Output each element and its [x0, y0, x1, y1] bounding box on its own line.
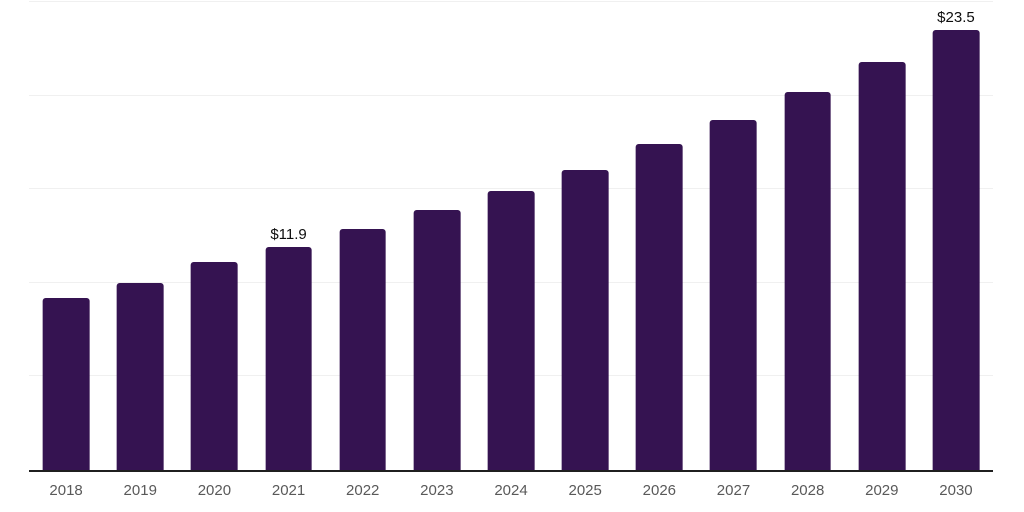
bar-column-2029: [845, 0, 919, 470]
bar-2021: [265, 247, 312, 470]
gridline-20: [29, 94, 993, 96]
bar-column-2019: [103, 0, 177, 470]
bar-column-2021: $11.9: [251, 0, 325, 470]
x-axis-label-2028: 2028: [790, 482, 825, 499]
x-axis-label-2021: 2021: [271, 482, 306, 499]
x-axis-label-2023: 2023: [420, 482, 454, 499]
x-axis-label-2025: 2025: [568, 482, 602, 499]
bar-2023: [413, 209, 461, 470]
bar-2020: [191, 262, 238, 470]
point-label-2030: $23.5: [937, 9, 975, 27]
x-axis-label-2027: 2027: [716, 482, 751, 499]
point-label-2021: $11.9: [270, 226, 307, 244]
x-axis-label-2026: 2026: [642, 482, 677, 499]
bar-column-2025: [548, 0, 622, 470]
bar-column-2030: $23.5: [919, 0, 993, 470]
bar-2027: [710, 119, 757, 470]
bar-column-2023: [400, 0, 474, 470]
bar-column-2028: [771, 0, 845, 470]
bar-column-2022: [326, 0, 400, 470]
x-axis-label-2020: 2020: [197, 482, 232, 499]
x-axis-label-2022: 2022: [346, 482, 380, 499]
bar-2024: [487, 191, 535, 470]
bar-column-2024: [474, 0, 548, 470]
bar-2030: [932, 30, 980, 470]
bar-2026: [635, 144, 683, 470]
bar-column-2027: [696, 0, 770, 470]
x-axis-label-2029: 2029: [865, 482, 899, 499]
x-axis-label-2019: 2019: [123, 482, 157, 499]
bar-column-2026: [622, 0, 696, 470]
x-axis-labels: 2018 2019 2020 2021 2022 2023 2024 2025 2026 2027…: [29, 481, 993, 501]
plot-area: $11.9 $23.5: [29, 0, 993, 472]
bar-2028: [784, 91, 831, 470]
bar-column-2018: [29, 0, 103, 470]
bar-2019: [116, 282, 164, 470]
bar-2018: [42, 297, 90, 470]
bar-2029: [858, 61, 906, 470]
x-axis-label-2030: 2030: [939, 482, 973, 499]
bar-column-2020: [177, 0, 251, 470]
bar-columns: $11.9 $23.5: [29, 0, 993, 470]
gridline-15: [29, 188, 993, 190]
x-axis-label-2018: 2018: [49, 482, 83, 499]
bar-2022: [339, 228, 387, 470]
x-axis-label-2024: 2024: [494, 482, 528, 499]
gridline-25: [29, 1, 993, 2]
bar-2025: [561, 170, 609, 470]
